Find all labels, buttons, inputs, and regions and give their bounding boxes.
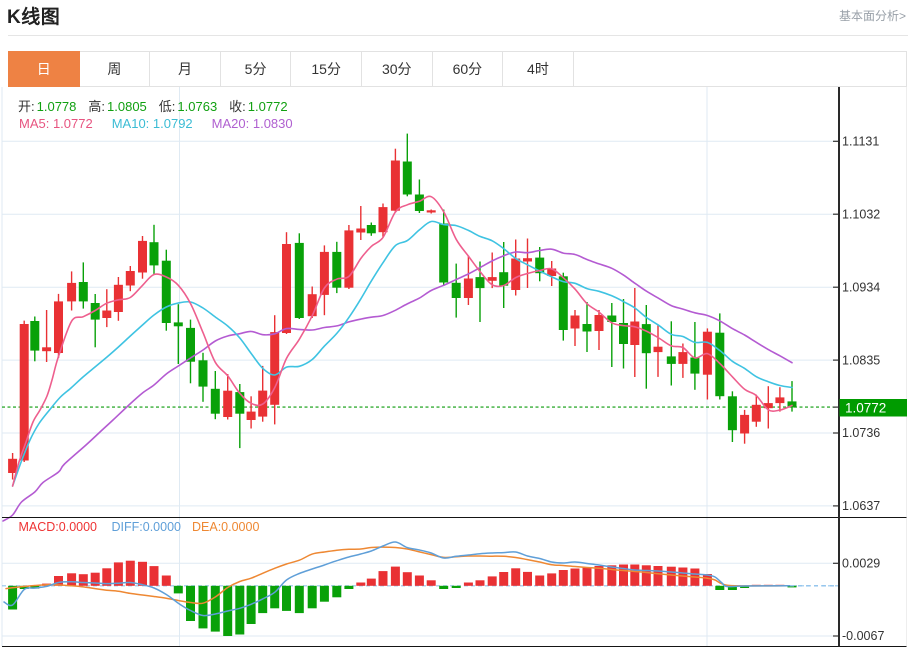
svg-text:1.1032: 1.1032 [842,207,880,221]
svg-text:1.0835: 1.0835 [842,353,880,367]
svg-text:1.0637: 1.0637 [842,499,880,513]
svg-text:1.1131: 1.1131 [842,135,879,149]
svg-text:MACD:0.0000: MACD:0.0000 [19,520,98,534]
svg-text:DIFF:0.0000: DIFF:0.0000 [112,520,182,534]
svg-text:1.0736: 1.0736 [842,426,880,440]
svg-text:1.0934: 1.0934 [842,280,880,294]
svg-text:-0.0067: -0.0067 [842,629,884,643]
svg-text:DEA:0.0000: DEA:0.0000 [192,520,259,534]
svg-text:1.0772: 1.0772 [845,400,886,415]
svg-text:0.0029: 0.0029 [842,557,880,571]
